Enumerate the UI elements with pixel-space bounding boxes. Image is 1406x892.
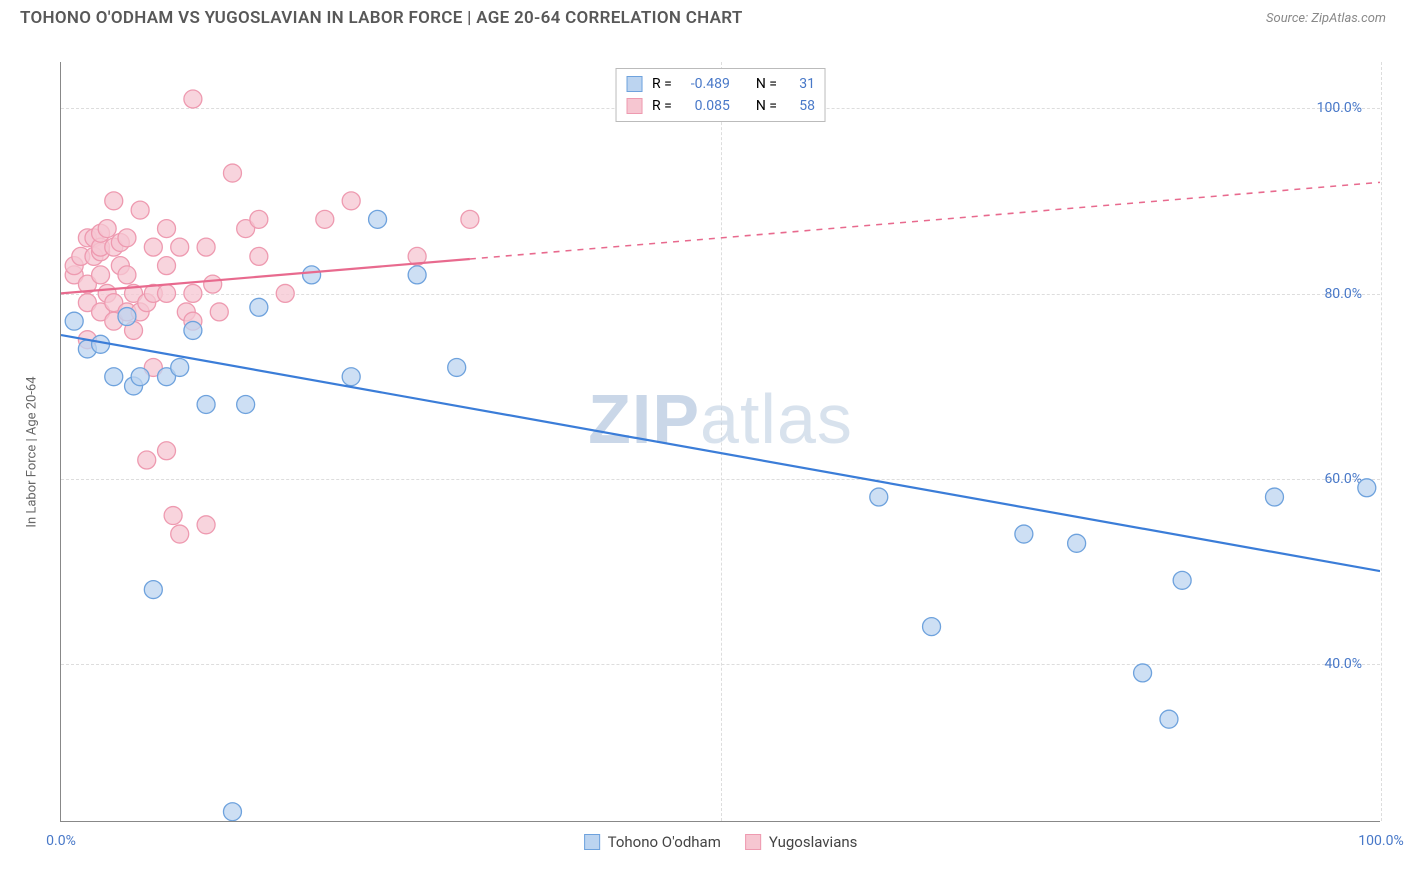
chart-title: TOHONO O'ODHAM VS YUGOSLAVIAN IN LABOR F… <box>20 8 743 28</box>
swatch-bottom-1 <box>745 834 761 850</box>
r-label: R = <box>652 73 672 95</box>
x-tick-label: 100.0% <box>1358 833 1403 849</box>
legend-label-0: Tohono O'odham <box>608 833 721 851</box>
correlation-legend: R = -0.489 N = 31 R = 0.085 N = 58 <box>615 68 826 122</box>
n-label: N = <box>756 73 777 95</box>
swatch-series-1 <box>626 98 642 114</box>
r-label: R = <box>652 95 672 117</box>
legend-item-0: Tohono O'odham <box>584 833 721 851</box>
legend-row-series-1: R = 0.085 N = 58 <box>626 95 815 117</box>
r-value-1: 0.085 <box>682 95 730 117</box>
plot-svg <box>61 62 1380 821</box>
y-axis-label: In Labor Force | Age 20-64 <box>25 376 40 527</box>
chart-container: In Labor Force | Age 20-64 ZIPatlas R = … <box>50 52 1390 852</box>
n-value-0: 31 <box>787 73 815 95</box>
plot-area: ZIPatlas R = -0.489 N = 31 R = 0.085 N =… <box>60 62 1380 822</box>
x-tick-label: 0.0% <box>46 833 76 849</box>
n-label: N = <box>756 95 777 117</box>
r-value-0: -0.489 <box>682 73 730 95</box>
n-value-1: 58 <box>787 95 815 117</box>
swatch-series-0 <box>626 76 642 92</box>
legend-label-1: Yugoslavians <box>769 833 858 851</box>
legend-row-series-0: R = -0.489 N = 31 <box>626 73 815 95</box>
legend-item-1: Yugoslavians <box>745 833 858 851</box>
swatch-bottom-0 <box>584 834 600 850</box>
series-legend: Tohono O'odham Yugoslavians <box>584 833 858 851</box>
source-attribution: Source: ZipAtlas.com <box>1266 11 1386 26</box>
